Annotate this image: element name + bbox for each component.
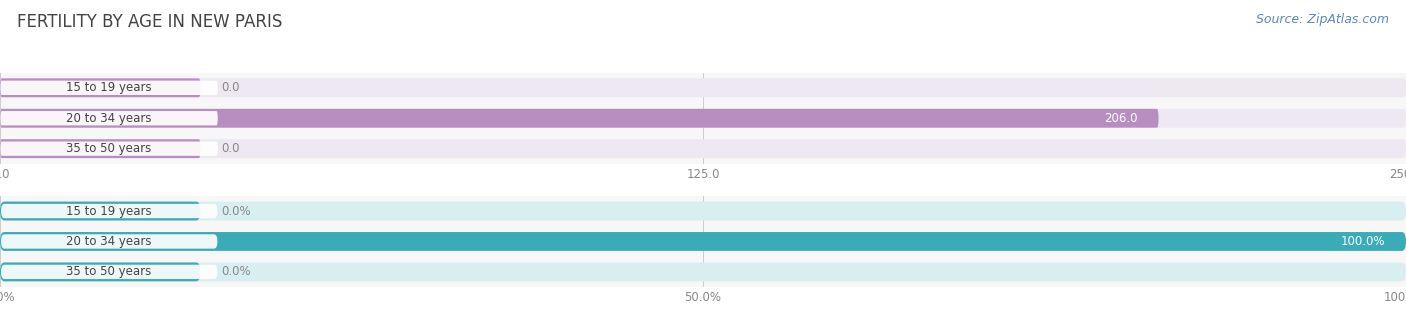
Text: Source: ZipAtlas.com: Source: ZipAtlas.com [1256, 13, 1389, 26]
FancyBboxPatch shape [0, 139, 201, 158]
Text: 0.0: 0.0 [222, 81, 240, 94]
FancyBboxPatch shape [1, 265, 218, 279]
FancyBboxPatch shape [0, 79, 1406, 97]
FancyBboxPatch shape [0, 142, 218, 156]
Text: 20 to 34 years: 20 to 34 years [66, 235, 152, 248]
FancyBboxPatch shape [0, 111, 218, 125]
Text: 206.0: 206.0 [1104, 112, 1137, 125]
FancyBboxPatch shape [0, 139, 1406, 158]
Text: 0.0: 0.0 [222, 142, 240, 155]
FancyBboxPatch shape [0, 262, 1406, 281]
Text: 35 to 50 years: 35 to 50 years [66, 265, 152, 279]
Text: 100.0%: 100.0% [1340, 235, 1385, 248]
Text: 35 to 50 years: 35 to 50 years [66, 142, 152, 155]
FancyBboxPatch shape [0, 262, 201, 281]
FancyBboxPatch shape [1, 234, 218, 248]
FancyBboxPatch shape [0, 81, 218, 95]
Text: FERTILITY BY AGE IN NEW PARIS: FERTILITY BY AGE IN NEW PARIS [17, 13, 283, 31]
FancyBboxPatch shape [0, 79, 201, 97]
FancyBboxPatch shape [0, 202, 201, 220]
Text: 20 to 34 years: 20 to 34 years [66, 112, 152, 125]
Text: 15 to 19 years: 15 to 19 years [66, 81, 152, 94]
FancyBboxPatch shape [0, 109, 1406, 128]
Text: 0.0%: 0.0% [222, 205, 252, 217]
FancyBboxPatch shape [0, 109, 1159, 128]
FancyBboxPatch shape [1, 204, 218, 218]
FancyBboxPatch shape [0, 202, 1406, 220]
FancyBboxPatch shape [0, 232, 1406, 251]
Text: 15 to 19 years: 15 to 19 years [66, 205, 152, 217]
FancyBboxPatch shape [0, 232, 1406, 251]
Text: 0.0%: 0.0% [222, 265, 252, 279]
